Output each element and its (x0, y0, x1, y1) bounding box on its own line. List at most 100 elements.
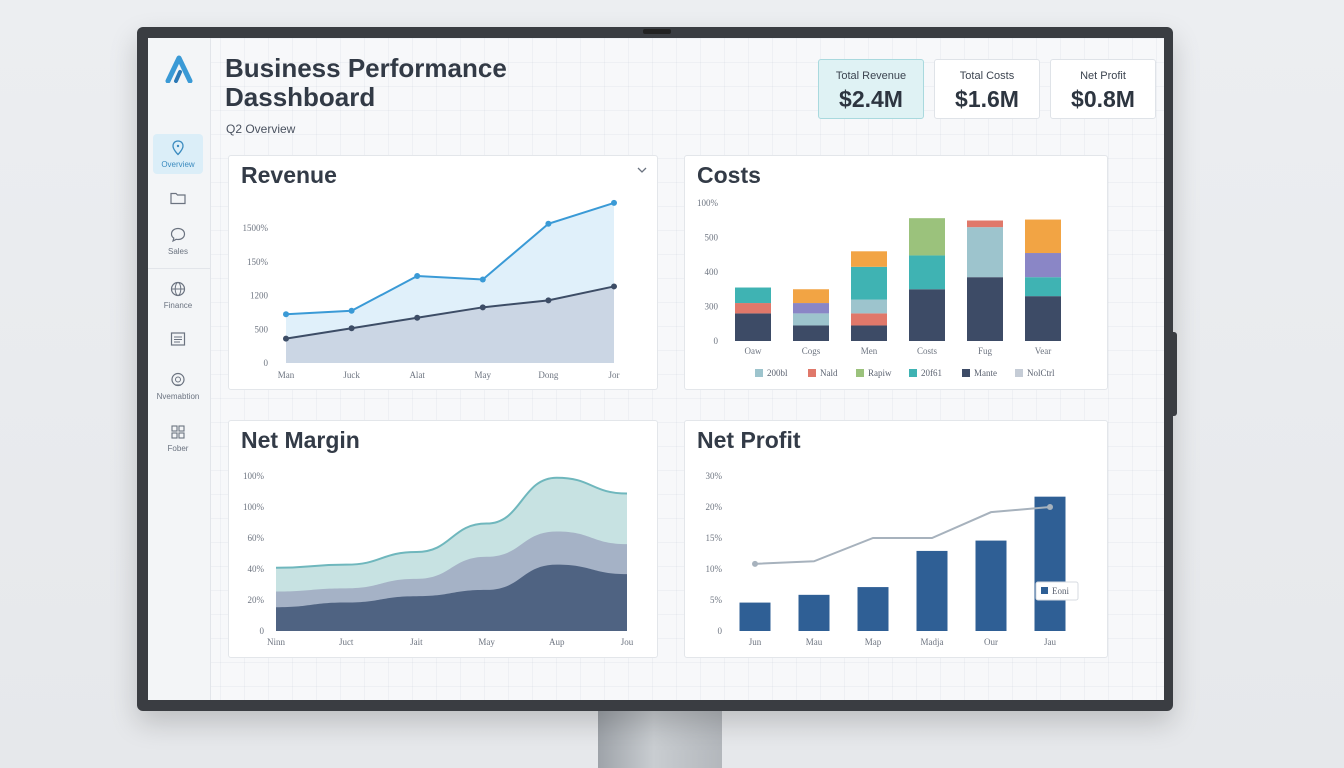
data-point (545, 220, 552, 227)
bar-segment (909, 255, 945, 290)
bar-segment (793, 325, 829, 341)
chevron-down-icon[interactable] (637, 166, 647, 174)
bar-segment (793, 303, 829, 314)
legend-swatch (909, 369, 917, 377)
y-tick-label: 10% (706, 564, 723, 574)
y-tick-label: 40% (248, 564, 265, 574)
sidebar-item-folder[interactable] (153, 178, 203, 218)
x-tick-label: Mau (806, 637, 823, 647)
sidebar-item-overview[interactable]: Overview (153, 134, 203, 174)
x-tick-label: Madja (921, 637, 944, 647)
x-tick-label: Cogs (802, 346, 821, 356)
bar-segment (967, 220, 1003, 228)
y-tick-label: 0 (714, 336, 719, 346)
y-tick-label: 100% (243, 471, 265, 481)
location-pin-icon (172, 140, 184, 156)
camera-notch (643, 29, 671, 34)
net-profit-chart: 0 5% 10% 15% 20% 30% Eoni Jun Mau Map Madja Our Jau (706, 471, 1079, 647)
y-tick-label: 500 (705, 233, 719, 243)
card-title: Net Margin (241, 427, 360, 453)
legend-label: Rapiw (868, 368, 892, 378)
app-logo[interactable] (164, 55, 194, 83)
document-icon (170, 332, 186, 346)
card-title: Net Profit (697, 427, 801, 453)
y-tick-label: 500 (255, 324, 269, 334)
x-tick-label: Alat (409, 370, 425, 380)
y-tick-label: 30% (706, 471, 723, 481)
sidebar-item-label: Fober (167, 444, 189, 453)
bar-segment (1025, 296, 1061, 341)
y-tick-label: 100% (243, 502, 265, 512)
bar-segment (851, 251, 887, 267)
revenue-card: Revenue 0 500 1200 150% 1500% Man Juck Alat May D… (228, 155, 658, 390)
sidebar-item-label: Nvemabtion (156, 392, 200, 401)
kpi-value: $1.6M (955, 86, 1019, 112)
x-tick-label: Juck (343, 370, 360, 380)
bar-segment (967, 277, 1003, 341)
x-tick-label: Jor (609, 370, 620, 380)
series-line (285, 201, 615, 316)
x-tick-label: Fug (978, 346, 993, 356)
data-point (479, 276, 486, 283)
series-line (754, 506, 1051, 565)
legend-swatch (755, 369, 763, 377)
sidebar-item-label: Finance (163, 301, 193, 310)
bar (798, 594, 830, 631)
costs-card: Costs 0 300 400 500 100% Oaw Cogs Men Costs Fug Ve… (684, 155, 1108, 390)
x-tick-label: Oaw (745, 346, 762, 356)
kpi-total-costs[interactable]: Total Costs $1.6M (934, 59, 1040, 119)
y-tick-label: 300 (705, 302, 719, 312)
y-tick-label: 20% (248, 595, 265, 605)
sidebar: Overview Sales Finance (148, 38, 211, 700)
x-tick-label: May (475, 370, 492, 380)
data-point (611, 283, 617, 290)
kpi-net-profit[interactable]: Net Profit $0.8M (1050, 59, 1156, 119)
data-point (479, 304, 486, 311)
monitor-stand (598, 706, 722, 768)
chat-bubble-icon (170, 227, 186, 243)
sidebar-item-sales[interactable]: Sales (153, 221, 203, 261)
sidebar-item-fober[interactable]: Fober (153, 418, 203, 458)
x-tick-label: Dong (538, 370, 558, 380)
y-tick-label: 5% (710, 595, 723, 605)
legend-swatch (962, 369, 970, 377)
y-tick-label: 400 (705, 267, 719, 277)
bar (739, 602, 771, 631)
y-tick-label: 20% (706, 502, 723, 512)
dashboard-screen: Overview Sales Finance (148, 38, 1164, 700)
bar-segment (851, 313, 887, 326)
kpi-value: $2.4M (839, 86, 903, 112)
x-tick-label: May (478, 637, 495, 647)
kpi-total-revenue[interactable]: Total Revenue $2.4M (818, 59, 924, 119)
legend-label: 200bl (767, 368, 788, 378)
x-tick-label: Our (984, 637, 998, 647)
bar-segment (735, 287, 771, 304)
x-tick-label: Vear (1035, 346, 1052, 356)
bar-segment (793, 313, 829, 326)
folder-icon (170, 192, 186, 205)
x-tick-label: Jau (1044, 637, 1056, 647)
net-margin-card: Net Margin 0 20% 40% 60% 100% 100% Ninn Juct Jai… (228, 420, 658, 658)
legend-label: Nald (820, 368, 838, 378)
sidebar-item-label: Sales (167, 247, 188, 256)
data-point (752, 560, 758, 567)
y-tick-label: 0 (260, 626, 265, 636)
data-point (611, 199, 617, 206)
x-tick-label: Aup (549, 637, 565, 647)
sidebar-item-nvemabtion[interactable]: Nvemabtion (153, 366, 203, 406)
y-tick-label: 150% (247, 257, 269, 267)
bar-segment (851, 266, 887, 300)
monitor-side-button (1173, 332, 1177, 416)
bar-segment (851, 325, 887, 341)
bar-segment (967, 227, 1003, 278)
bar-segment (1025, 253, 1061, 278)
y-tick-label: 100% (697, 198, 719, 208)
sidebar-item-finance[interactable]: Finance (153, 275, 203, 315)
y-tick-label: 1200 (250, 291, 269, 301)
data-point (348, 307, 355, 314)
bar-segment (1025, 277, 1061, 297)
legend-box (1035, 581, 1079, 601)
legend-swatch (856, 369, 864, 377)
sidebar-item-document[interactable] (153, 319, 203, 359)
bar-segment (1025, 219, 1061, 254)
